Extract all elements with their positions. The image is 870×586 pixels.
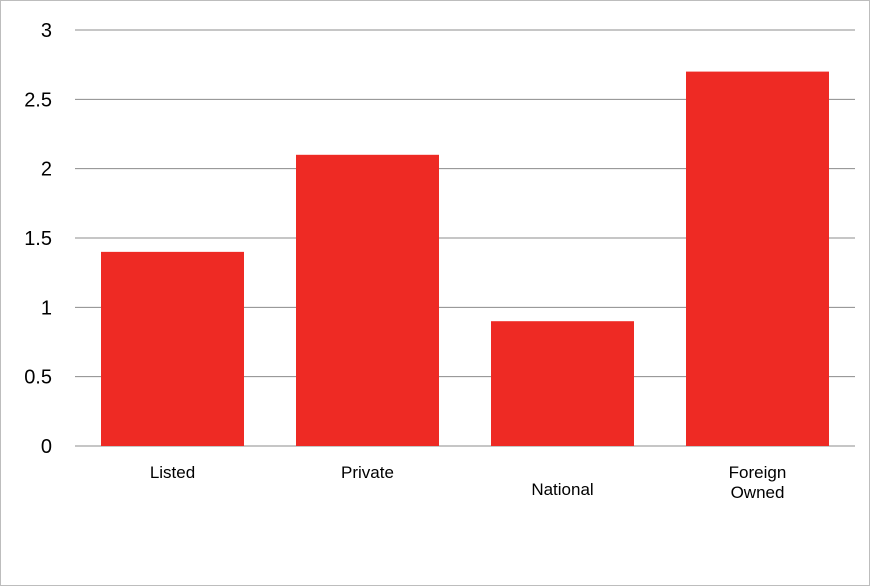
y-tick-label: 2 [41,159,52,181]
x-category-label: Foreign Owned [729,463,787,502]
x-category-label-line: Owned [731,483,785,502]
x-category-label-line: Private [341,463,394,482]
y-tick-label: 0.5 [24,367,52,389]
x-category-label: National [531,480,593,499]
y-axis-tick-labels: 0 0.5 1 1.5 2 2.5 3 [24,20,52,458]
bar-listed [101,251,244,446]
bars [101,71,829,447]
bar-national [491,321,634,446]
x-category-label-line: Foreign [729,463,787,482]
x-category-label-line: Listed [150,463,195,482]
x-category-label: Private [341,463,394,482]
y-tick-label: 1.5 [24,228,52,250]
y-tick-label: 3 [41,20,52,42]
y-tick-label: 0 [41,436,52,458]
x-category-label-line: National [531,480,593,499]
y-tick-label: 2.5 [24,89,52,111]
x-axis-category-labels: Listed Private National Foreign Owned [150,463,787,502]
x-category-label: Listed [150,463,195,482]
bar-private [296,154,439,447]
y-tick-label: 1 [41,297,52,319]
bar-foreign-owned [686,71,829,446]
